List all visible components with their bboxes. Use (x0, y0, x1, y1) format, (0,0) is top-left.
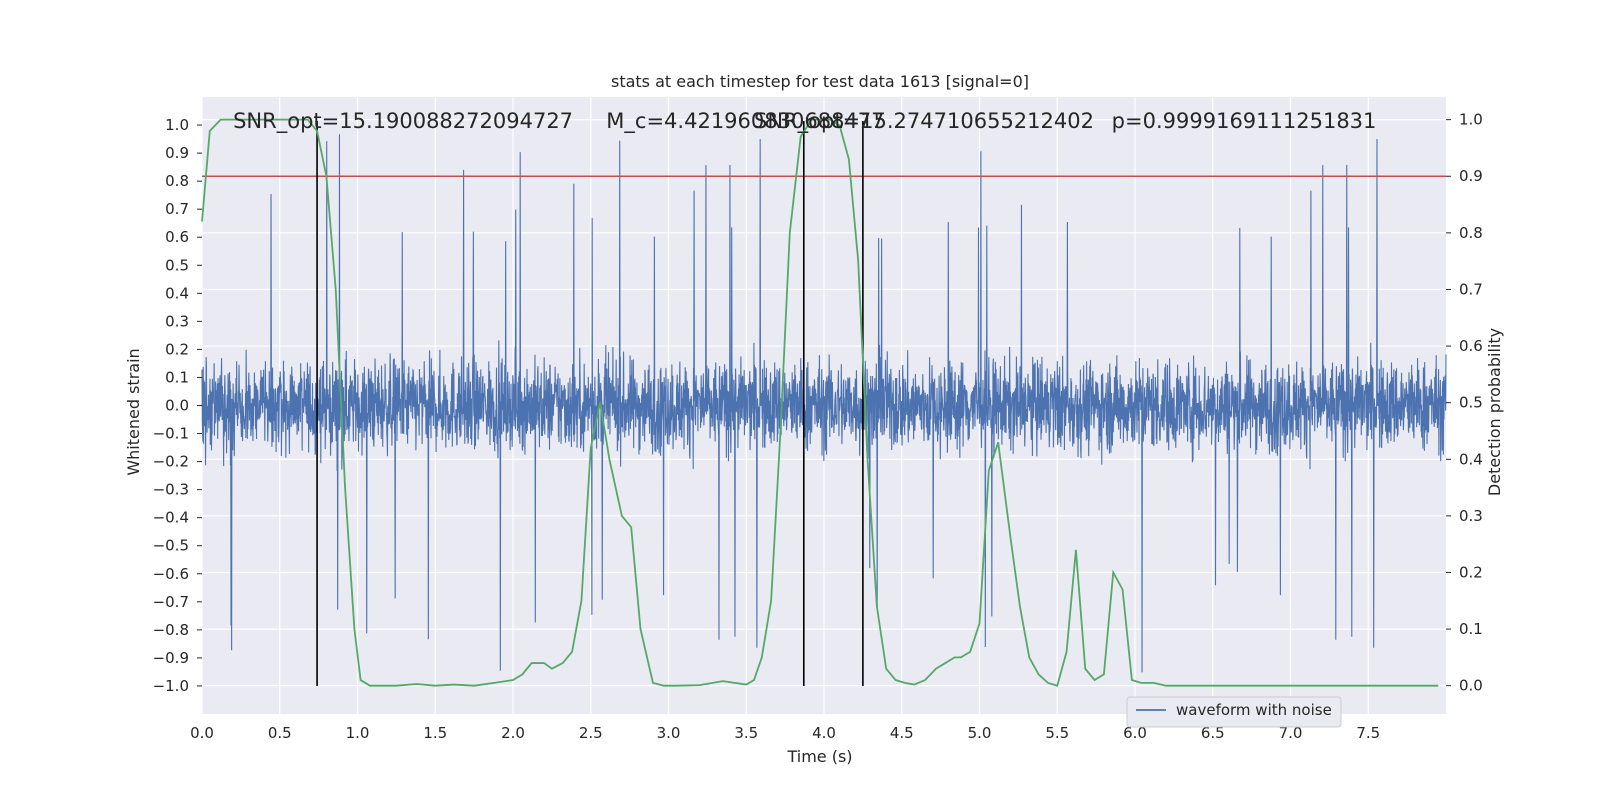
x-tick-label: 4.0 (812, 724, 836, 742)
x-tick-label: 5.5 (1045, 724, 1069, 742)
x-tick-label: 1.0 (346, 724, 370, 742)
y2-tick-label: 0.6 (1459, 337, 1483, 355)
detection-probability-series (201, 118, 1439, 687)
y2-axis-label: Detection probability (1485, 328, 1504, 496)
y-tick-label: 0.5 (165, 256, 189, 274)
waveform-with-noise-series (201, 134, 1447, 673)
annotation-text: p=0.9999169111251831 (1112, 109, 1377, 133)
x-tick-label: 1.5 (423, 724, 447, 742)
y-tick-label: 0.1 (165, 368, 189, 386)
detection-markers (316, 121, 864, 686)
y2-tick-label: 0.2 (1459, 563, 1483, 581)
y-tick-label: −0.9 (153, 649, 189, 667)
y2-tick-label: 0.8 (1459, 224, 1483, 242)
x-tick-label: 7.0 (1279, 724, 1303, 742)
x-tick-label: 6.0 (1123, 724, 1147, 742)
annotation-text: M_c=4.421960830688477 (606, 109, 884, 134)
y-tick-label: 0.9 (165, 144, 189, 162)
x-tick-label: 3.0 (657, 724, 681, 742)
x-tick-label: 7.5 (1356, 724, 1380, 742)
y-tick-label: −0.5 (153, 537, 189, 555)
y-tick-label: 0.8 (165, 172, 189, 190)
y-tick-label: −1.0 (153, 677, 189, 695)
annotation-text: SNR_opt=15.274710655212402 (754, 109, 1094, 134)
x-tick-label: 4.5 (890, 724, 914, 742)
x-tick-label: 3.5 (734, 724, 758, 742)
y2-tick-label: 0.1 (1459, 620, 1483, 638)
y-tick-label: 1.0 (165, 116, 189, 134)
x-tick-label: 2.0 (501, 724, 525, 742)
y-tick-label: −0.7 (153, 593, 189, 611)
y2-tick-label: 0.4 (1459, 450, 1483, 468)
y-tick-label: −0.2 (153, 453, 189, 471)
legend-label-waveform: waveform with noise (1176, 701, 1332, 719)
y-tick-label: −0.8 (153, 621, 189, 639)
probability-line (201, 118, 1439, 687)
y-tick-label: 0.3 (165, 312, 189, 330)
y-tick-label: 0.6 (165, 228, 189, 246)
y2-tick-label: 1.0 (1459, 111, 1483, 129)
chart-title: stats at each timestep for test data 161… (611, 72, 1029, 91)
annotations: SNR_opt=15.190088272094727 M_c=4.42196083… (233, 109, 1376, 134)
y-tick-label: −0.1 (153, 425, 189, 443)
axis-ticks: 0.0 0.5 1.0 1.5 2.0 2.5 3.0 3.5 4.0 4.5 5.0 5.5 6.0 6… (153, 111, 1483, 742)
legend: waveform with noise (1126, 696, 1342, 728)
waveform-line (201, 134, 1447, 673)
y-tick-label: 0.0 (165, 397, 189, 415)
annotation-text: SNR_opt=15.190088272094727 (233, 109, 573, 134)
y2-tick-label: 0.5 (1459, 394, 1483, 412)
y-axis-label: Whitened strain (124, 348, 143, 475)
y-tick-label: 0.7 (165, 200, 189, 218)
y-tick-label: 0.4 (165, 284, 189, 302)
y-tick-label: −0.6 (153, 565, 189, 583)
x-tick-label: 0.0 (190, 724, 214, 742)
y-tick-label: −0.4 (153, 509, 189, 527)
x-tick-label: 6.5 (1201, 724, 1225, 742)
y2-tick-label: 0.9 (1459, 167, 1483, 185)
y2-tick-label: 0.0 (1459, 677, 1483, 695)
x-tick-label: 5.0 (968, 724, 992, 742)
x-tick-label: 0.5 (268, 724, 292, 742)
y2-tick-label: 0.3 (1459, 507, 1483, 525)
legend-box (1126, 696, 1342, 728)
y2-tick-label: 0.7 (1459, 280, 1483, 298)
y-tick-label: 0.2 (165, 340, 189, 358)
x-axis-label: Time (s) (786, 747, 852, 766)
y-tick-label: −0.3 (153, 481, 189, 499)
x-tick-label: 2.5 (579, 724, 603, 742)
